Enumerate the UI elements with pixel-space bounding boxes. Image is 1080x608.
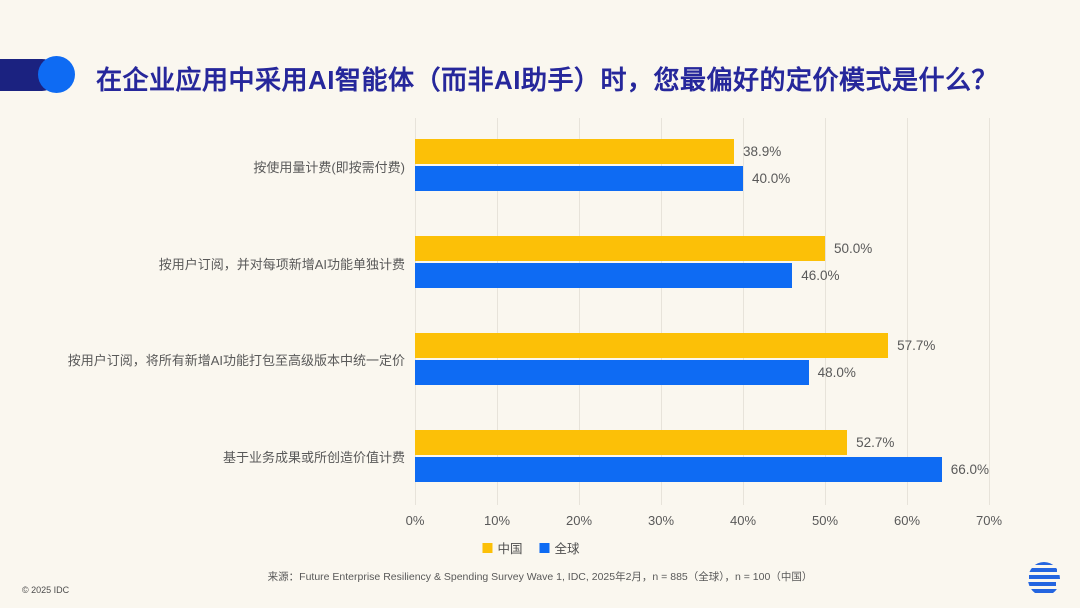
gridline <box>907 118 908 505</box>
x-tick-label: 10% <box>483 513 511 528</box>
gridline <box>825 118 826 505</box>
legend: 中国 全球 <box>482 538 580 557</box>
bar-全球 <box>415 359 809 385</box>
category-label: 按用户订阅，将所有新增AI功能打包至高级版本中统一定价 <box>67 353 405 369</box>
copyright: © 2025 IDC <box>22 585 70 595</box>
x-tick-label: 70% <box>975 513 1003 528</box>
bar-中国 <box>415 332 889 358</box>
legend-label: 中国 <box>497 542 523 556</box>
bar-中国 <box>415 139 734 165</box>
legend-item-全球: 全球 <box>539 538 580 557</box>
legend-swatch-icon <box>539 542 550 553</box>
x-tick-label: 20% <box>565 513 593 528</box>
legend-label: 全球 <box>554 542 580 556</box>
bar-group: 57.7% 48.0% <box>415 312 989 409</box>
x-tick-label: 50% <box>811 513 839 528</box>
gridline <box>661 118 662 505</box>
page-title: 在企业应用中采用AI智能体（而非AI助手）时，您最偏好的定价模式是什么？ <box>96 65 999 95</box>
bar-chart-plot: 38.9% 40.0% 50.0% 46.0% 57.7% 48.0% 52.7% 66.0% <box>415 118 990 505</box>
bar-中国 <box>415 429 848 455</box>
bar-全球 <box>415 166 743 192</box>
source-note: 来源：Future Enterprise Resiliency & Spendi… <box>267 571 813 583</box>
value-label: 52.7% <box>856 434 895 450</box>
gridline <box>579 118 580 505</box>
gridline <box>415 118 416 505</box>
bar-中国 <box>415 236 825 262</box>
x-tick-label: 40% <box>729 513 757 528</box>
value-label: 48.0% <box>817 364 856 380</box>
category-label: 按用户订阅，并对每项新增AI功能单独计费 <box>158 256 405 272</box>
bar-group: 38.9% 40.0% <box>415 118 989 215</box>
x-tick-label: 60% <box>893 513 921 528</box>
legend-item-中国: 中国 <box>482 538 523 557</box>
x-tick-label: 30% <box>647 513 675 528</box>
gridline <box>743 118 744 505</box>
value-label: 66.0% <box>950 461 989 477</box>
gridline <box>989 118 990 505</box>
gridline <box>497 118 498 505</box>
idc-logo <box>1024 558 1064 600</box>
bar-group: 50.0% 46.0% <box>415 215 989 312</box>
category-label: 基于业务成果或所创造价值计费 <box>222 450 405 466</box>
bar-group: 52.7% 66.0% <box>415 408 989 505</box>
value-label: 40.0% <box>752 171 791 187</box>
legend-swatch-icon <box>482 542 493 553</box>
value-label: 38.9% <box>742 144 782 160</box>
idc-globe-icon <box>1028 562 1060 593</box>
bar-全球 <box>415 263 793 289</box>
value-label: 57.7% <box>897 337 936 353</box>
x-tick-label: 0% <box>405 513 425 528</box>
value-label: 50.0% <box>834 241 873 257</box>
value-label: 46.0% <box>801 268 840 284</box>
title-accent-circle-icon <box>38 56 75 93</box>
bar-全球 <box>415 456 942 482</box>
category-label: 按使用量计费(即按需付费) <box>253 159 405 175</box>
